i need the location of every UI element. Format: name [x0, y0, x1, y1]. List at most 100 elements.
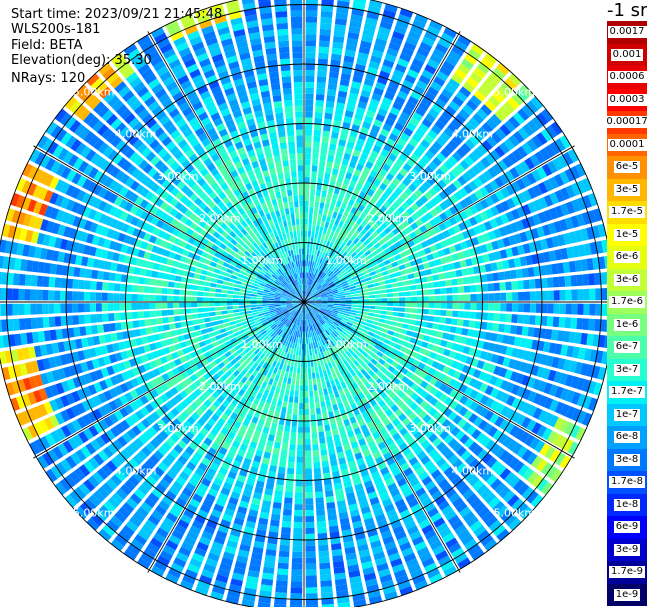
ppi-gate-cell	[278, 394, 284, 401]
ppi-gate-cell	[304, 183, 310, 190]
ppi-gate-cell	[272, 379, 278, 387]
ppi-gate-cell	[464, 121, 476, 133]
ppi-gate-cell	[436, 232, 445, 241]
ppi-gate-cell	[286, 413, 292, 421]
ppi-gate-cell	[350, 251, 357, 258]
ppi-gate-cell	[403, 280, 410, 286]
ppi-gate-cell	[549, 141, 561, 155]
ppi-gate-cell	[125, 312, 133, 320]
ppi-gate-cell	[375, 187, 384, 196]
ppi-gate-cell	[354, 266, 361, 272]
ppi-gate-cell	[420, 255, 429, 263]
ppi-gate-cell	[402, 163, 412, 172]
ppi-gate-cell	[343, 177, 351, 186]
ppi-gate-cell	[309, 396, 314, 403]
ppi-gate-cell	[304, 224, 308, 231]
ppi-gate-cell	[332, 291, 339, 295]
ppi-gate-cell	[315, 497, 324, 504]
ppi-gate-cell	[405, 302, 412, 307]
ppi-gate-cell	[363, 23, 377, 32]
ppi-gate-cell	[405, 101, 416, 111]
ppi-gate-cell	[399, 297, 406, 302]
ppi-gate-cell	[317, 365, 323, 372]
ppi-gate-cell	[414, 13, 429, 25]
ppi-gate-cell	[330, 265, 336, 271]
ppi-gate-cell	[97, 324, 105, 334]
ppi-gate-cell	[322, 239, 328, 247]
ppi-gate-cell	[363, 215, 371, 224]
ppi-gate-cell	[326, 228, 332, 236]
ppi-gate-cell	[452, 151, 463, 162]
ppi-gate-cell	[346, 239, 353, 247]
ppi-gate-cell	[338, 289, 345, 293]
ppi-gate-cell	[387, 297, 394, 302]
ppi-gate-cell	[424, 201, 434, 211]
ppi-gate-cell	[434, 309, 441, 316]
ppi-gate-cell	[305, 40, 317, 47]
ppi-gate-cell	[332, 35, 345, 44]
ppi-gate-cell	[469, 192, 479, 203]
ppi-gate-cell	[292, 372, 297, 379]
ppi-gate-cell	[310, 267, 314, 274]
ppi-gate-cell	[286, 473, 294, 481]
ppi-gate-cell	[305, 593, 318, 600]
ppi-gate-cell	[235, 280, 242, 285]
ppi-gate-cell	[335, 102, 345, 110]
ppi-gate-cell	[209, 311, 216, 317]
ppi-gate-cell	[515, 325, 523, 336]
ppi-gate-cell	[289, 366, 294, 373]
ppi-gate-cell	[310, 279, 314, 286]
ppi-gate-cell	[359, 278, 367, 284]
ppi-gate-cell	[327, 83, 338, 91]
ppi-gate-cell	[125, 293, 132, 301]
ppi-gate-cell	[271, 507, 281, 515]
ppi-gate-cell	[324, 172, 331, 180]
ppi-gate-cell	[407, 240, 415, 248]
ppi-gate-cell	[221, 285, 229, 290]
ppi-gate-cell	[480, 57, 494, 70]
ppi-gate-cell	[309, 297, 316, 300]
ppi-gate-cell	[361, 185, 369, 194]
ppi-gate-cell	[445, 279, 452, 287]
ppi-gate-cell	[312, 255, 317, 262]
ppi-gate-cell	[305, 99, 314, 106]
ppi-gate-cell	[325, 399, 332, 407]
ppi-gate-cell	[330, 398, 337, 406]
ppi-gate-cell	[571, 303, 578, 315]
ppi-gate-cell	[424, 221, 433, 230]
ppi-gate-cell	[317, 232, 323, 239]
ppi-gate-cell	[399, 251, 407, 258]
ppi-gate-cell	[308, 224, 312, 231]
ppi-gate-cell	[336, 272, 343, 278]
ppi-gate-cell	[410, 24, 424, 35]
ppi-gate-cell	[366, 242, 374, 250]
ppi-gate-cell	[294, 390, 299, 398]
ppi-gate-cell	[317, 58, 329, 66]
ppi-gate-cell	[346, 277, 353, 283]
ppi-gate-cell	[346, 232, 353, 240]
ppi-gate-cell	[477, 126, 489, 138]
ppi-gate-cell	[125, 303, 132, 311]
ppi-gate-cell	[350, 261, 357, 267]
ppi-gate-cell	[326, 269, 332, 276]
ppi-gate-cell	[326, 405, 333, 413]
ppi-gate-cell	[292, 545, 303, 552]
ppi-gate-cell	[306, 254, 309, 261]
ppi-gate-cell	[503, 138, 515, 151]
ppi-gate-cell	[472, 225, 482, 235]
ppi-gate-cell	[440, 302, 447, 309]
ppi-gate-cell	[491, 240, 500, 251]
ppi-gate-cell	[287, 359, 292, 366]
ppi-gate-cell	[397, 246, 405, 253]
ppi-gate-cell	[479, 211, 489, 222]
ppi-gate-cell	[387, 231, 396, 239]
ppi-gate-cell	[276, 574, 289, 582]
ppi-gate-cell	[382, 163, 391, 172]
ppi-gate-cell	[499, 124, 512, 137]
ppi-gate-cell	[309, 195, 315, 202]
ppi-gate-cell	[486, 273, 494, 282]
ppi-gate-cell	[401, 220, 410, 228]
ppi-gate-cell	[415, 209, 424, 218]
ppi-gate-cell	[161, 287, 168, 295]
ppi-gate-cell	[185, 296, 192, 302]
